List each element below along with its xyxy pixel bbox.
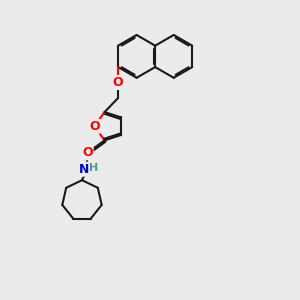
Text: O: O [113, 76, 123, 89]
Text: N: N [79, 163, 89, 176]
Text: H: H [89, 163, 98, 173]
Text: O: O [82, 146, 93, 159]
Text: O: O [89, 120, 100, 133]
